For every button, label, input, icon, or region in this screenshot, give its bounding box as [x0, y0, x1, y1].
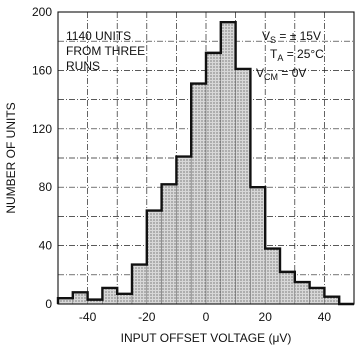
annotation-conditions: VS = ± 15V TA = 25°C VCM = 0V — [256, 29, 324, 82]
x-tick-label: 40 — [318, 310, 332, 324]
vs-symbol: V — [262, 29, 270, 43]
x-tick-label: 0 — [203, 310, 210, 324]
histogram-bar — [131, 264, 148, 305]
x-axis-label: INPUT OFFSET VOLTAGE (μV) — [121, 331, 292, 345]
histogram-bar — [72, 292, 88, 305]
y-axis-label: NUMBER OF UNITS — [4, 102, 18, 213]
y-tick-label: 120 — [32, 122, 52, 136]
vs-value: = ± 15V — [276, 29, 321, 43]
annotation-units: 1140 UNITS — [66, 29, 131, 43]
histogram-bar — [309, 287, 325, 305]
histogram-bar — [102, 287, 118, 305]
x-tick-label: -40 — [79, 310, 97, 324]
x-tick-label: 20 — [259, 310, 273, 324]
histogram-bar — [235, 68, 251, 305]
vcm-value: = 0V — [278, 66, 306, 80]
annotation-vcm: VCM = 0V — [256, 66, 306, 82]
vs-subscript: S — [270, 35, 276, 45]
histogram-bar — [279, 271, 296, 305]
y-tick-label: 80 — [39, 180, 53, 194]
histogram-bars — [57, 21, 340, 305]
tick-labels: 0 40 80 120 160 200 -40 -20 0 20 40 — [32, 5, 331, 324]
histogram-outline — [56, 21, 354, 306]
histogram-bar — [116, 293, 133, 305]
y-tick-label: 160 — [32, 63, 52, 77]
ta-value: = 25°C — [283, 47, 324, 61]
annotation-ta: TA = 25°C — [270, 47, 324, 63]
y-tick-label: 40 — [39, 239, 53, 253]
histogram-bar — [146, 210, 162, 305]
ta-subscript: A — [277, 53, 283, 63]
annotation-from: FROM THREE — [66, 44, 145, 58]
ta-symbol: T — [270, 47, 278, 61]
vcm-subscript: CM — [264, 72, 278, 82]
histogram-bar — [161, 184, 177, 305]
annotation-runs: RUNS — [66, 59, 100, 73]
histogram-bar — [220, 21, 236, 305]
vcm-symbol: V — [256, 66, 264, 80]
annotation-vs: VS = ± 15V — [262, 29, 321, 45]
y-tick-label: 0 — [45, 297, 52, 311]
annotation-left: 1140 UNITS FROM THREE RUNS — [66, 29, 145, 73]
histogram-bar — [294, 281, 310, 305]
histogram-bar — [264, 248, 281, 305]
histogram-bar — [250, 186, 266, 305]
histogram-bar — [205, 52, 222, 305]
histogram-bar — [176, 156, 192, 305]
y-tick-label: 200 — [32, 5, 52, 19]
plot-frame — [57, 11, 355, 305]
x-tick-label: -20 — [138, 310, 156, 324]
histogram-bar — [190, 83, 207, 305]
